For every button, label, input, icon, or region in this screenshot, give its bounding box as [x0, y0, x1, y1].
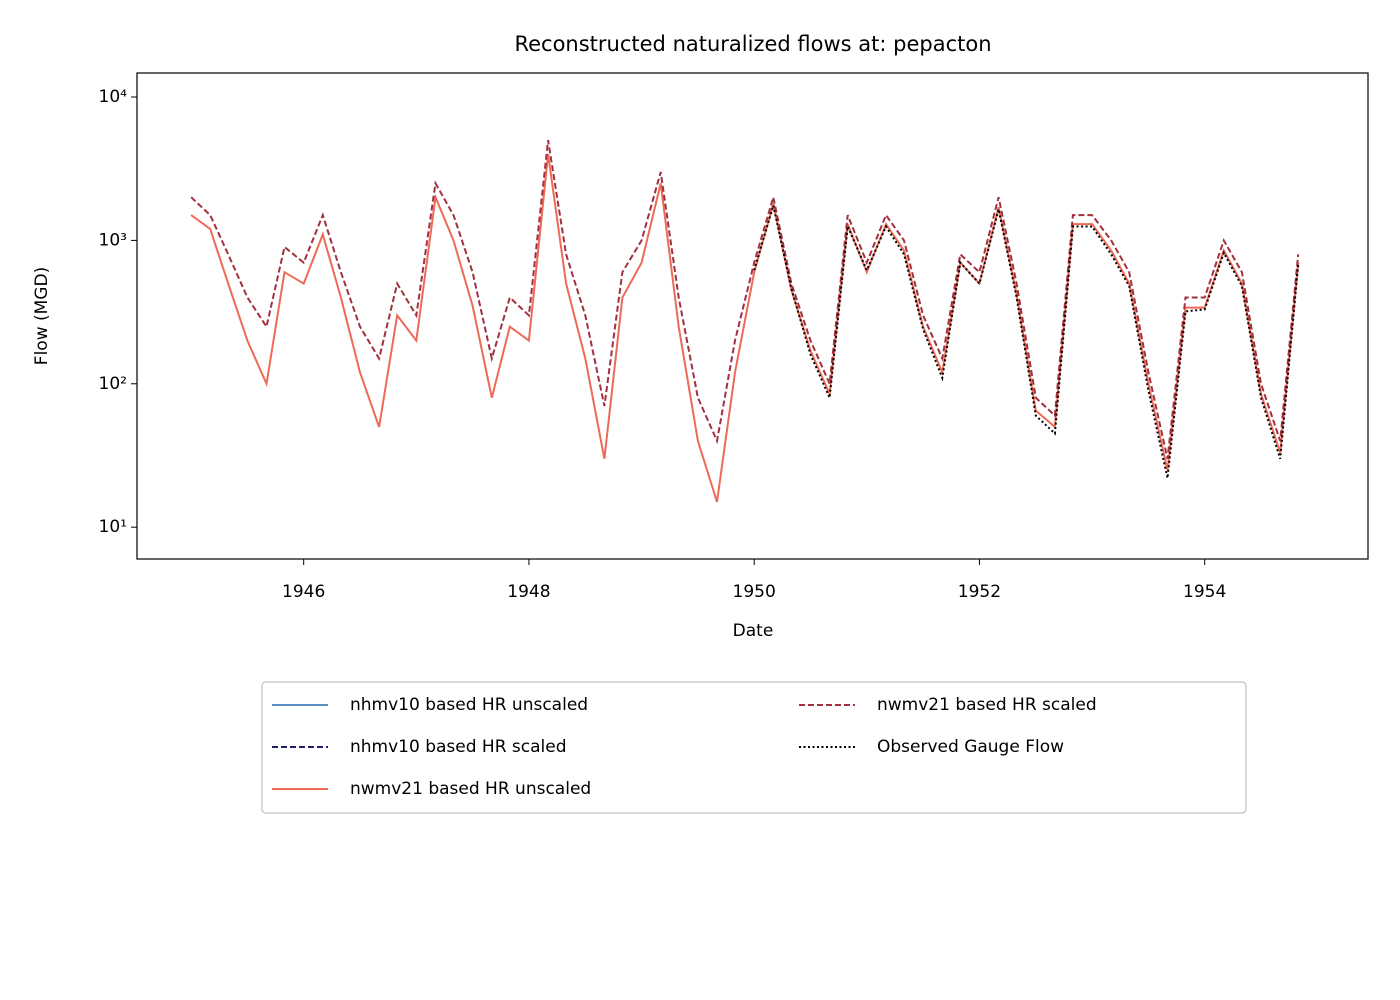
- y-tick-label: 10³: [99, 230, 127, 250]
- x-tick-label: 1952: [958, 582, 1001, 602]
- plot-frame: [136, 72, 1369, 560]
- legend-box: [261, 681, 1247, 814]
- legend-label: nhmv10 based HR scaled: [350, 737, 567, 757]
- x-tick-label: 1954: [1183, 582, 1226, 602]
- chart-title: Reconstructed naturalized flows at: pepa…: [514, 32, 991, 56]
- x-tick-label: 1950: [733, 582, 776, 602]
- legend-label: Observed Gauge Flow: [877, 737, 1064, 757]
- y-axis-label: Flow (MGD): [32, 267, 52, 365]
- x-tick-label: 1948: [507, 582, 550, 602]
- y-tick-label: 10⁴: [99, 87, 128, 107]
- legend-label: nhmv10 based HR unscaled: [350, 695, 588, 715]
- legend-label: nwmv21 based HR scaled: [877, 695, 1097, 715]
- legend-label: nwmv21 based HR unscaled: [350, 779, 591, 799]
- series-line: [753, 205, 1300, 479]
- x-tick-label: 1946: [282, 582, 325, 602]
- plot-lines: [190, 140, 1300, 503]
- x-axis-label: Date: [733, 621, 774, 641]
- y-tick-label: 10²: [99, 374, 127, 394]
- y-tick-label: 10¹: [99, 517, 127, 537]
- series-line: [190, 153, 1300, 503]
